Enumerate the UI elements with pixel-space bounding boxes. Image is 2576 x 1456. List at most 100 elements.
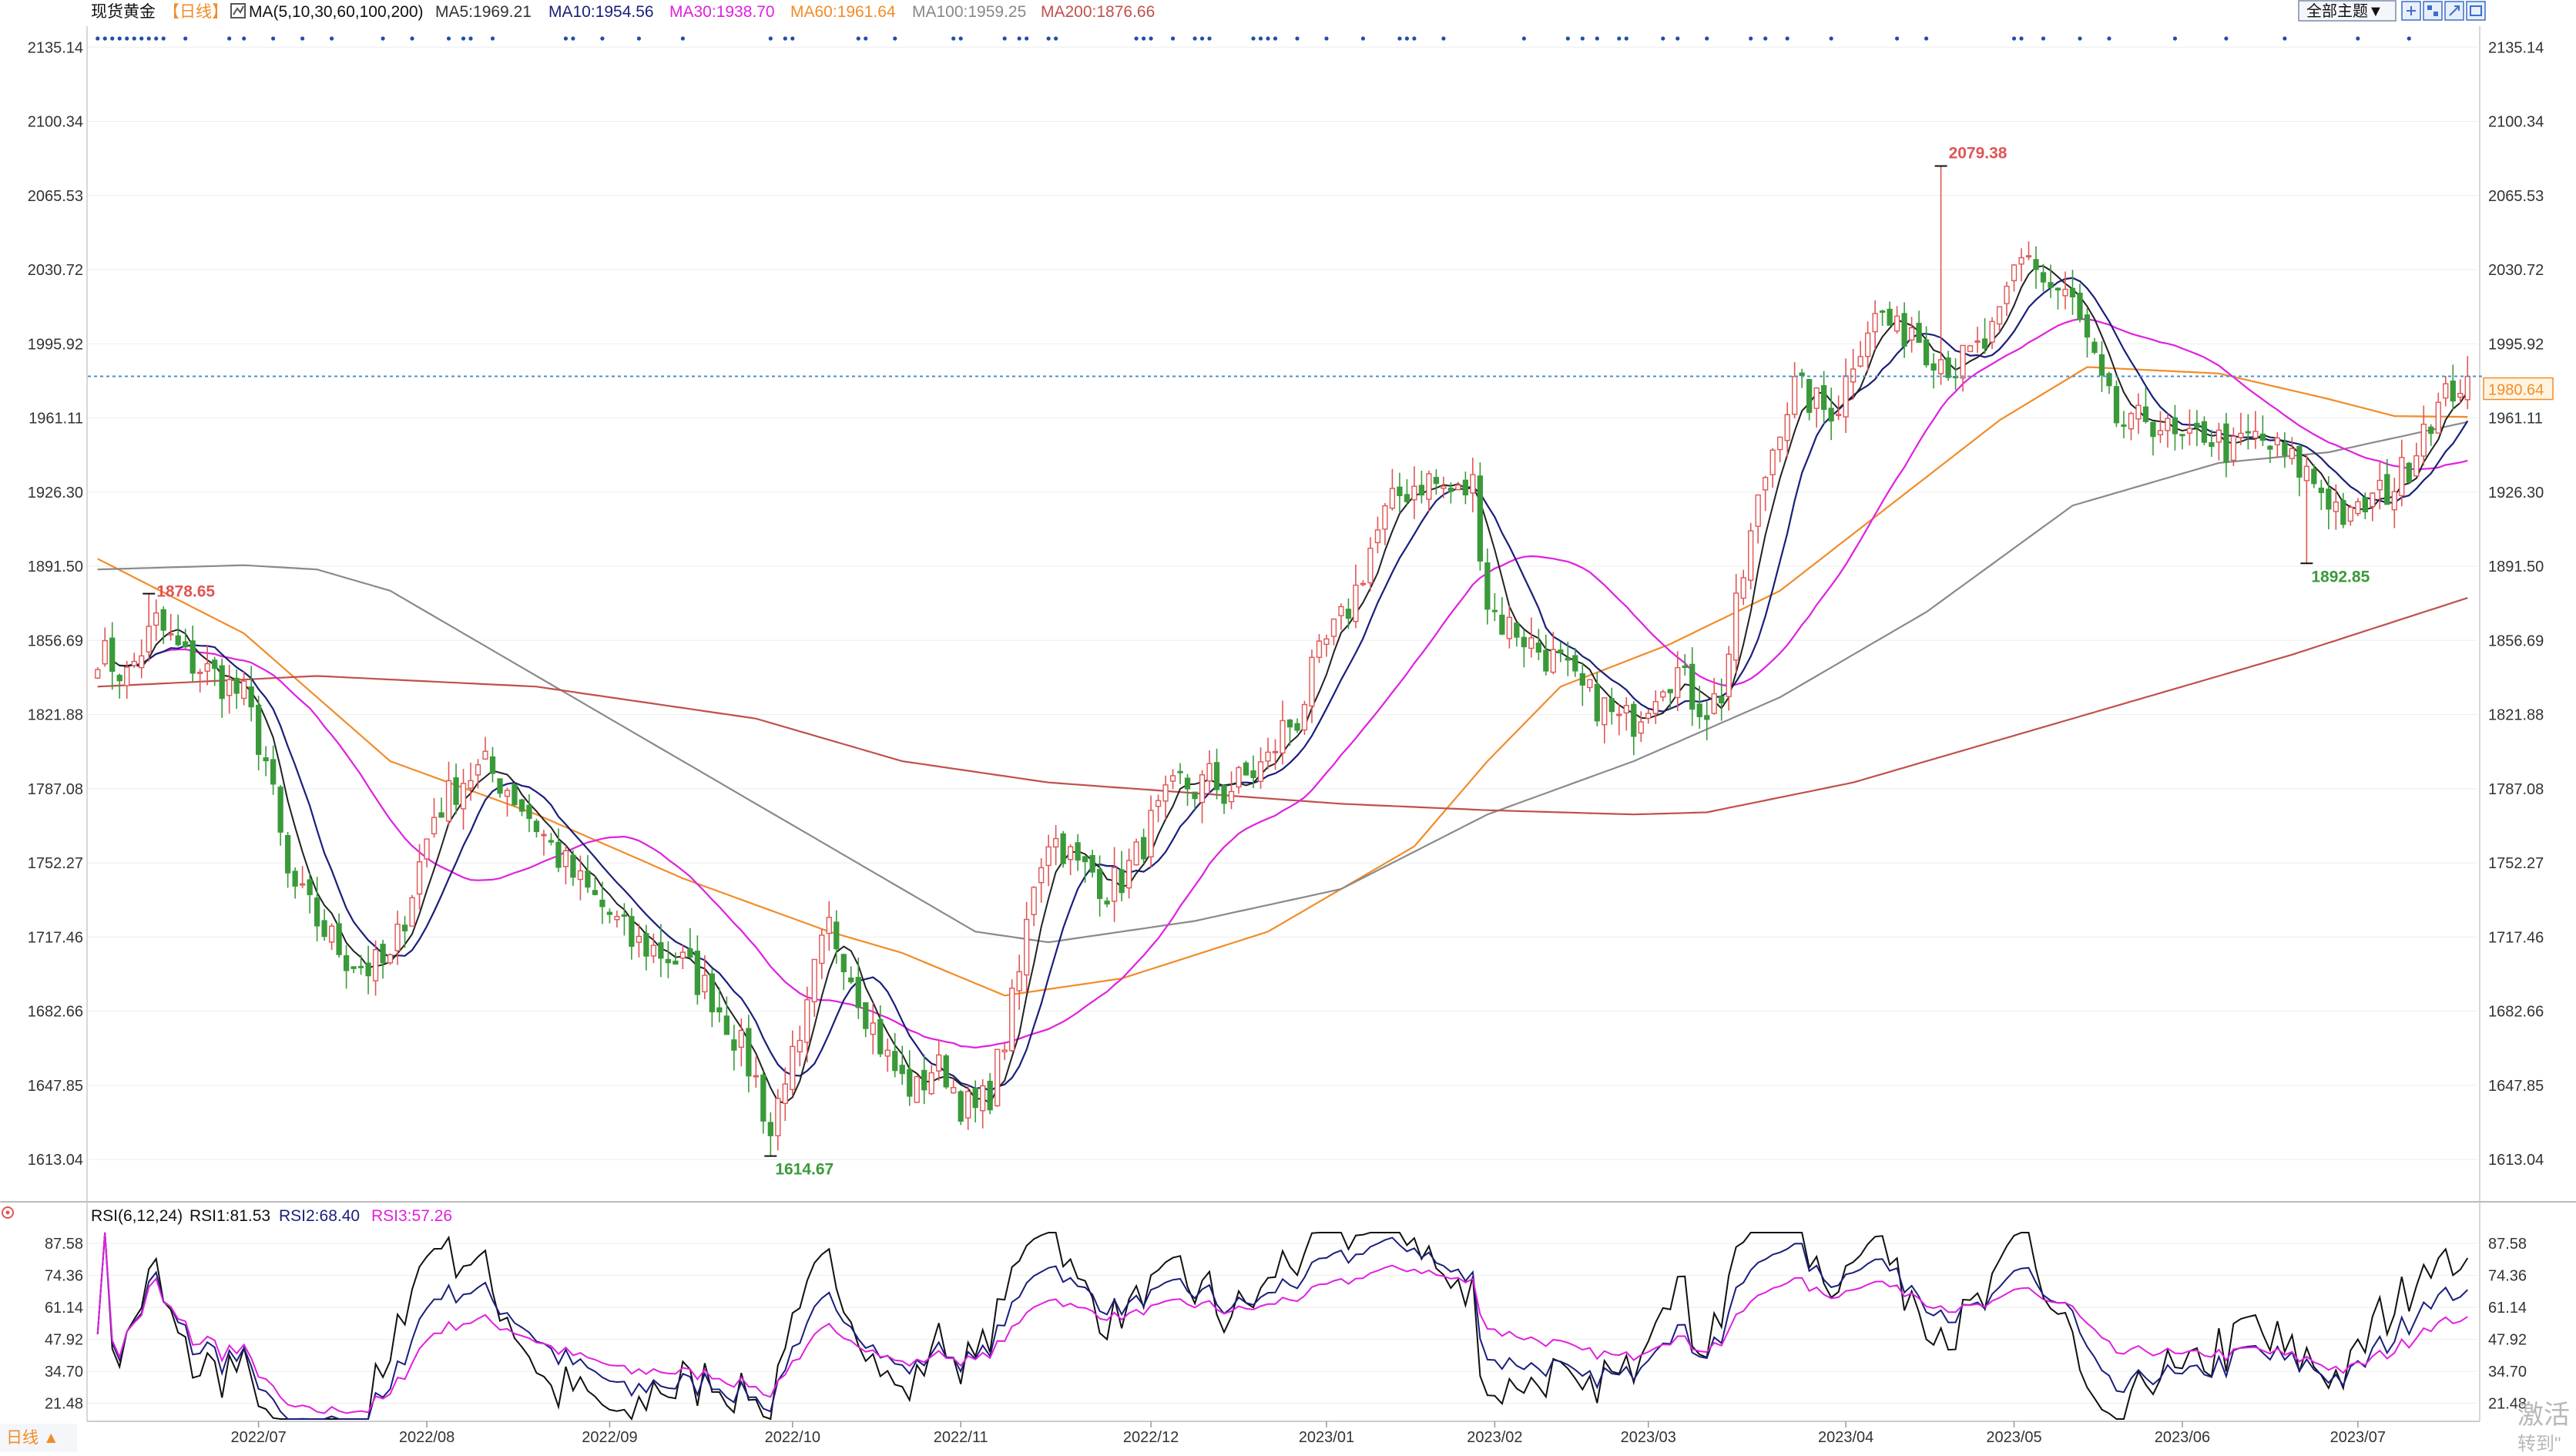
candle-down [357, 965, 364, 968]
candle-down [233, 677, 240, 694]
candle-up [2443, 383, 2449, 399]
event-dot [146, 36, 151, 41]
candle-up [2157, 430, 2164, 436]
candle-down [907, 1069, 913, 1097]
event-dot [490, 36, 495, 41]
candle-up [2376, 479, 2383, 491]
candle-up [2420, 424, 2427, 457]
candlestick-series [95, 166, 2470, 1156]
candle-up [328, 925, 335, 943]
date-tick-label: 2022/12 [1123, 1429, 1179, 1446]
candle-down [2209, 441, 2215, 448]
ma5-value: MA5:1969.21 [435, 3, 532, 21]
candle-up [1711, 693, 1717, 714]
period-label[interactable]: 【日线】 [163, 3, 228, 21]
candle-down [899, 1065, 905, 1075]
candle-up [1330, 618, 1337, 637]
layout-icon[interactable] [2401, 1, 2421, 21]
event-dot [958, 36, 963, 41]
candle-up [870, 1022, 876, 1035]
price-tick-label-left: 1926.30 [28, 485, 83, 502]
candle-down [1294, 723, 1300, 731]
candle-up [1836, 414, 1842, 417]
candle-down [1689, 663, 1696, 710]
date-axis: 2022/07 2022/08 2022/09 2022/10 2022/11 2022/… [230, 1421, 2386, 1446]
event-dot [110, 36, 115, 41]
candle-up [1045, 846, 1052, 867]
candle-up [2289, 448, 2296, 459]
candle-up [1645, 713, 1652, 720]
candle-down [723, 1015, 730, 1035]
price-tick-label-left: 1821.88 [28, 707, 83, 724]
candle-down [2194, 422, 2200, 428]
candle-up [409, 897, 415, 927]
candle-down [1608, 698, 1615, 713]
candle-up [1367, 547, 1374, 584]
settings-gear-icon[interactable] [2, 1206, 14, 1219]
candle-down [526, 804, 532, 820]
date-tick-label: 2023/05 [1986, 1429, 2041, 1446]
event-dot [600, 36, 605, 41]
ma10-value: MA10:1954.56 [548, 3, 654, 21]
candle-up [1813, 387, 1820, 409]
candle-up [2215, 429, 2222, 443]
event-dot [1199, 36, 1205, 41]
candle-up [146, 626, 152, 653]
export-icon[interactable] [2444, 1, 2464, 21]
event-dot [1207, 36, 1212, 41]
event-dot [1924, 36, 1929, 41]
candle-up [614, 916, 620, 921]
event-dot [1521, 36, 1526, 41]
candle-up [2370, 492, 2376, 508]
event-dot [2078, 36, 2082, 41]
candle-up [1748, 530, 1754, 581]
price-tick-label-right: 1613.04 [2488, 1152, 2544, 1169]
candle-down [292, 871, 298, 887]
candle-down [2259, 433, 2266, 441]
event-dot [242, 36, 247, 41]
candle-down [621, 914, 628, 917]
candle-down [2054, 287, 2061, 291]
candle-down [687, 948, 693, 958]
candle-up [2230, 435, 2237, 461]
event-dot [96, 36, 100, 41]
candle-up [226, 679, 233, 696]
candle-up [2355, 501, 2361, 515]
ma-settings-icon[interactable] [230, 3, 246, 18]
candle-down [1828, 408, 1834, 422]
date-tick-label: 2022/10 [765, 1429, 820, 1446]
candle-up [1763, 477, 1769, 491]
event-dot [636, 36, 642, 41]
rsi-tick-label-left: 34.70 [45, 1364, 83, 1381]
event-dot [790, 36, 795, 41]
candle-up [416, 861, 423, 895]
candle-down [2428, 426, 2434, 434]
candle-down [248, 686, 254, 708]
fullscreen-icon[interactable] [2466, 1, 2486, 21]
candle-up [1652, 701, 1659, 714]
candle-down [1543, 649, 1549, 672]
candle-down [2245, 431, 2252, 434]
event-dot [1617, 36, 1622, 41]
candle-down [877, 1018, 884, 1055]
theme-select-button[interactable]: 全部主题▼ [2298, 0, 2397, 22]
price-axis-right: 2135.14 2100.34 2065.53 2030.72 1995.92 1961.… [2488, 39, 2544, 1169]
event-dot [680, 36, 685, 41]
candle-up [1199, 774, 1206, 803]
candle-up [980, 1085, 986, 1112]
price-tick-label-left: 2030.72 [28, 262, 83, 279]
candle-up [1426, 473, 1432, 500]
candle-down [2201, 421, 2208, 443]
ma-label: MA(5,10,30,60,100,200) [249, 3, 424, 21]
grid-icon[interactable] [2423, 1, 2443, 21]
candle-up [577, 870, 584, 881]
last-price-badge [2483, 377, 2554, 401]
date-tick-label: 2023/04 [1818, 1429, 1873, 1446]
candle-down [1221, 785, 1227, 804]
price-tick-label-left: 1961.11 [29, 411, 83, 428]
candle-up [1360, 582, 1367, 585]
candle-up [153, 612, 159, 626]
candle-down [116, 675, 122, 682]
period-toggle-button[interactable]: 日线 ▲ [0, 1424, 77, 1452]
candle-up [1228, 790, 1235, 803]
